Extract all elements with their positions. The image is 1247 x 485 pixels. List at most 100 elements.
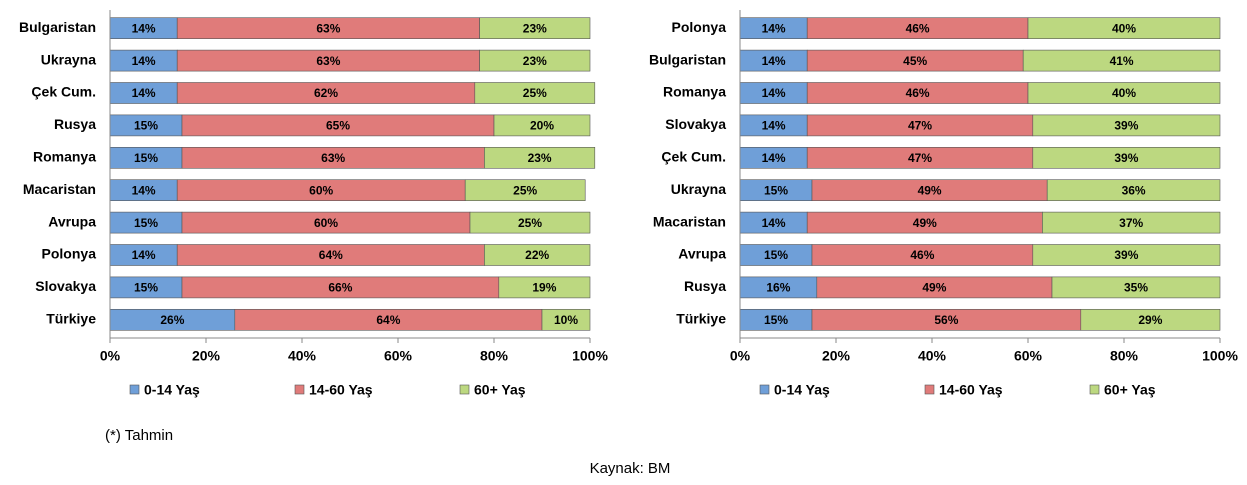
data-label: 39%: [1114, 151, 1138, 165]
data-label: 40%: [1112, 21, 1136, 35]
category-label: Avrupa: [48, 213, 96, 229]
bar-segment: [1046, 179, 1221, 201]
bar-segment: [493, 114, 591, 137]
category-label: Ukrayna: [671, 181, 726, 197]
category-label: Bulgaristan: [649, 51, 726, 67]
data-label: 41%: [1110, 54, 1134, 68]
bar-segment: [1032, 244, 1221, 266]
data-label: 37%: [1119, 216, 1143, 230]
data-label: 15%: [134, 151, 158, 165]
data-label: 60%: [314, 216, 338, 230]
data-label: 15%: [764, 183, 788, 197]
category-label: Rusya: [54, 116, 96, 132]
category-label: Polonya: [672, 19, 727, 35]
data-label: 14%: [132, 183, 156, 197]
x-tick-label: 0%: [730, 348, 751, 364]
data-label: 15%: [764, 248, 788, 262]
data-label: 56%: [934, 313, 958, 327]
legend-label: 14-60 Yaş: [309, 382, 373, 398]
bar-segment: [469, 211, 591, 234]
legend-swatch: [1089, 384, 1100, 395]
bar-segment: [1032, 114, 1221, 137]
data-label: 63%: [321, 151, 345, 165]
data-label: 60%: [309, 183, 333, 197]
x-tick-label: 60%: [1014, 348, 1043, 364]
data-label: 20%: [530, 119, 554, 133]
data-label: 14%: [762, 86, 786, 100]
category-label: Avrupa: [678, 246, 726, 262]
category-label: Türkiye: [46, 311, 96, 327]
bar-segment: [479, 17, 591, 40]
category-label: Türkiye: [676, 311, 726, 327]
data-label: 49%: [922, 281, 946, 295]
bar-segment: [498, 276, 591, 299]
legend-label: 60+ Yaş: [474, 382, 526, 398]
data-label: 46%: [910, 248, 934, 262]
data-label: 64%: [376, 313, 400, 327]
data-label: 47%: [908, 151, 932, 165]
data-label: 23%: [528, 151, 552, 165]
x-tick-label: 20%: [822, 348, 851, 364]
data-label: 14%: [132, 248, 156, 262]
data-label: 14%: [762, 54, 786, 68]
data-label: 15%: [134, 281, 158, 295]
data-label: 26%: [160, 313, 184, 327]
legend-swatch: [129, 384, 140, 395]
bar-segment: [479, 49, 591, 72]
data-label: 46%: [906, 21, 930, 35]
data-label: 39%: [1114, 119, 1138, 133]
data-label: 63%: [316, 54, 340, 68]
category-label: Çek Cum.: [661, 149, 726, 165]
category-label: Macaristan: [23, 181, 96, 197]
legend-label: 60+ Yaş: [1104, 382, 1156, 398]
category-label: Romanya: [663, 84, 726, 100]
x-tick-label: 40%: [918, 348, 947, 364]
data-label: 47%: [908, 119, 932, 133]
data-label: 14%: [762, 151, 786, 165]
data-label: 63%: [316, 21, 340, 35]
bar-segment: [484, 244, 591, 266]
category-label: Polonya: [42, 246, 97, 262]
source: Kaynak: BM: [590, 460, 671, 477]
x-tick-label: 60%: [384, 348, 413, 364]
bar-segment: [1042, 211, 1221, 234]
data-label: 16%: [766, 281, 790, 295]
bar-segment: [464, 179, 586, 201]
category-label: Bulgaristan: [19, 19, 96, 35]
category-label: Romanya: [33, 149, 96, 165]
data-label: 14%: [762, 216, 786, 230]
data-label: 25%: [513, 183, 537, 197]
x-tick-label: 0%: [100, 348, 121, 364]
category-label: Ukrayna: [41, 51, 96, 67]
bar-segment: [1027, 17, 1221, 40]
data-label: 14%: [132, 54, 156, 68]
data-label: 29%: [1138, 313, 1162, 327]
data-label: 46%: [906, 86, 930, 100]
x-tick-label: 100%: [572, 348, 608, 364]
data-label: 36%: [1122, 183, 1146, 197]
data-label: 40%: [1112, 86, 1136, 100]
x-tick-label: 20%: [192, 348, 221, 364]
bar-segment: [1080, 308, 1221, 331]
data-label: 15%: [134, 216, 158, 230]
category-label: Çek Cum.: [31, 84, 96, 100]
data-label: 49%: [913, 216, 937, 230]
legend-swatch: [294, 384, 305, 395]
legend-swatch: [759, 384, 770, 395]
data-label: 64%: [319, 248, 343, 262]
x-tick-label: 100%: [1202, 348, 1238, 364]
data-label: 39%: [1114, 248, 1138, 262]
bar-segment: [1022, 49, 1221, 72]
legend-label: 14-60 Yaş: [939, 382, 1003, 398]
data-label: 35%: [1124, 281, 1148, 295]
bar-segment: [484, 147, 596, 169]
legend-label: 0-14 Yaş: [144, 382, 200, 398]
category-label: Rusya: [684, 278, 726, 294]
data-label: 14%: [132, 86, 156, 100]
data-label: 15%: [134, 119, 158, 133]
x-tick-label: 80%: [1110, 348, 1139, 364]
data-label: 23%: [523, 54, 547, 68]
footnote: (*) Tahmin: [105, 427, 173, 444]
data-label: 19%: [532, 281, 556, 295]
